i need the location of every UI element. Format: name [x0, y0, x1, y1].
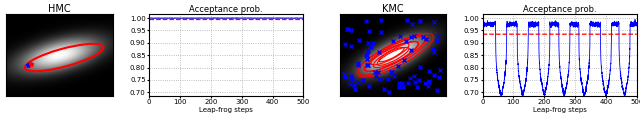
X-axis label: Leap-frog steps: Leap-frog steps [199, 107, 253, 113]
X-axis label: Leap-frog steps: Leap-frog steps [532, 107, 587, 113]
Title: Acceptance prob.: Acceptance prob. [523, 5, 596, 14]
Title: KMC: KMC [382, 4, 404, 14]
Title: HMC: HMC [48, 4, 71, 14]
Title: Acceptance prob.: Acceptance prob. [189, 5, 263, 14]
